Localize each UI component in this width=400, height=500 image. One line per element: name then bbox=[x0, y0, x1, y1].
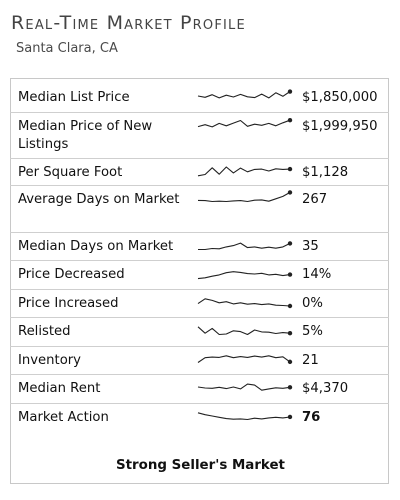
metric-row-median-rent: Median Rent $4,370 bbox=[10, 374, 389, 403]
metric-value: 14% bbox=[302, 267, 332, 282]
metric-row-median-days-on-market: Median Days on Market 35 bbox=[10, 232, 389, 260]
metric-value: 267 bbox=[302, 192, 328, 207]
sparkline-icon bbox=[196, 292, 296, 316]
metric-value: $1,999,950 bbox=[302, 119, 378, 134]
sparkline-icon bbox=[196, 235, 296, 259]
metric-row-price-increased: Price Increased 0% bbox=[10, 289, 389, 317]
metric-row-per-square-foot: Per Square Foot $1,128 bbox=[10, 158, 389, 185]
metric-label: Median List Price bbox=[18, 90, 130, 105]
metric-row-inventory: Inventory 21 bbox=[10, 346, 389, 374]
sparkline-icon bbox=[196, 188, 296, 212]
sparkline-icon bbox=[196, 320, 296, 344]
metric-value: $1,850,000 bbox=[302, 90, 378, 105]
metric-label: Market Action bbox=[18, 410, 109, 425]
sparkline-icon bbox=[196, 349, 296, 373]
sparkline-icon bbox=[196, 86, 296, 110]
page-title: Real-Time Market Profile bbox=[11, 12, 246, 34]
market-verdict: Strong Seller's Market bbox=[116, 458, 285, 473]
metric-value: $4,370 bbox=[302, 381, 349, 396]
metric-label: Relisted bbox=[18, 324, 71, 339]
sparkline-icon bbox=[196, 377, 296, 401]
metric-label: Median Rent bbox=[18, 381, 101, 396]
metric-label: Per Square Foot bbox=[18, 165, 123, 180]
sparkline-icon bbox=[196, 161, 296, 185]
sparkline-icon bbox=[196, 406, 296, 430]
metric-row-median-list-price: Median List Price $1,850,000 bbox=[10, 84, 389, 112]
metric-value: 0% bbox=[302, 296, 323, 311]
metric-label: Price Increased bbox=[18, 296, 119, 311]
metric-label: Median Days on Market bbox=[18, 239, 174, 254]
metric-row-median-price-of-new-listings: Median Price of New Listings $1,999,950 bbox=[10, 112, 389, 158]
market-profile-panel: Strong Seller's Market bbox=[10, 78, 389, 484]
sparkline-icon bbox=[196, 263, 296, 287]
metric-value: 35 bbox=[302, 239, 319, 254]
sparkline-icon bbox=[196, 115, 296, 139]
metric-row-average-days-on-market: Average Days on Market 267 bbox=[10, 185, 389, 232]
metric-label: Average Days on Market bbox=[18, 192, 180, 207]
metric-row-price-decreased: Price Decreased 14% bbox=[10, 260, 389, 289]
metric-label: Median Price of New Listings bbox=[18, 119, 153, 152]
metric-row-market-action: Market Action 76 bbox=[10, 403, 389, 431]
metric-label: Inventory bbox=[18, 353, 81, 368]
metric-label: Price Decreased bbox=[18, 267, 125, 282]
metric-row-relisted: Relisted 5% bbox=[10, 317, 389, 346]
location-label: Santa Clara, CA bbox=[16, 41, 118, 56]
metric-value: 76 bbox=[302, 410, 321, 425]
metric-value: $1,128 bbox=[302, 165, 349, 180]
metric-value: 21 bbox=[302, 353, 319, 368]
metric-value: 5% bbox=[302, 324, 323, 339]
